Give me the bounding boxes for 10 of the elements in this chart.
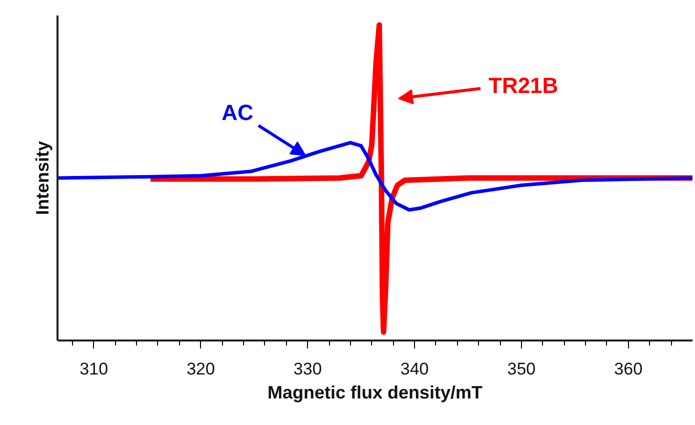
annotation: TR21B <box>488 73 558 98</box>
x-tick-label: 310 <box>80 360 108 378</box>
x-tick-label: 340 <box>400 360 429 378</box>
y-axis-title: Intensity <box>32 140 52 216</box>
annotation: AC <box>222 100 254 125</box>
x-axis-title: Magnetic flux density/mT <box>267 382 483 402</box>
x-tick-label: 350 <box>507 360 536 378</box>
x-tick-label: 320 <box>186 360 215 378</box>
x-tick-label: 360 <box>614 360 643 378</box>
x-tick-label: 330 <box>293 360 322 378</box>
